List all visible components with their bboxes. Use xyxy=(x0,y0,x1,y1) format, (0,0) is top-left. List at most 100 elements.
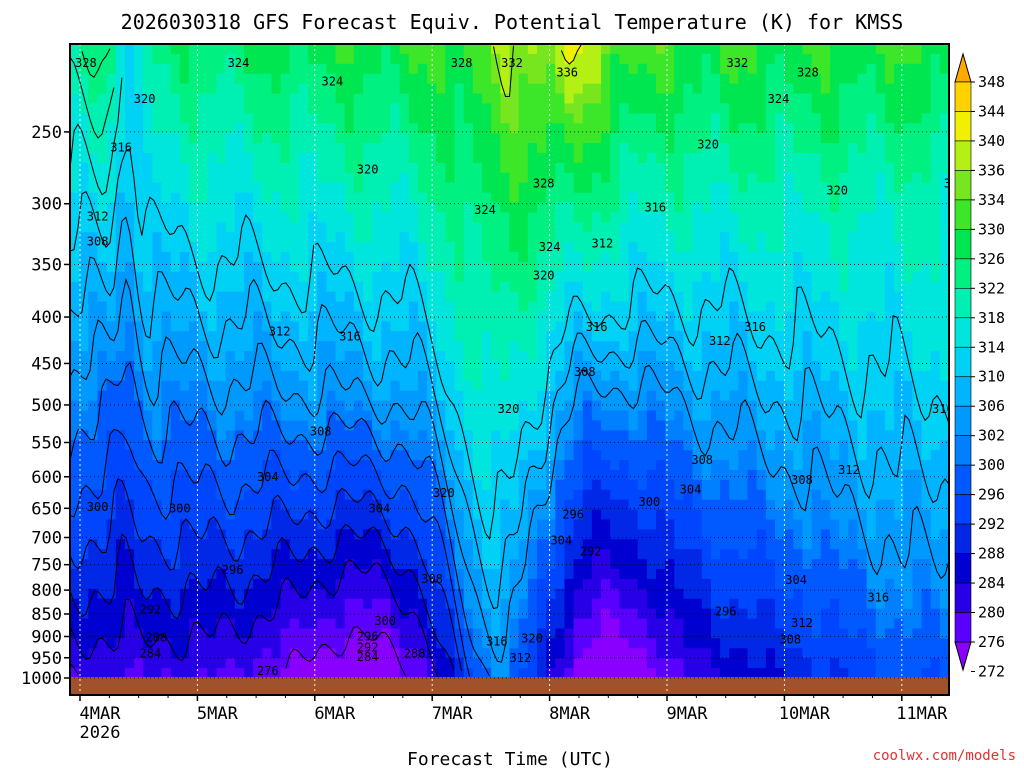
field-cell xyxy=(738,529,749,540)
field-cell xyxy=(472,232,483,243)
field-cell xyxy=(198,63,208,75)
field-cell xyxy=(134,44,144,55)
field-cell xyxy=(518,162,529,174)
field-cell xyxy=(216,450,227,461)
field-cell xyxy=(381,380,392,392)
field-cell xyxy=(857,430,868,441)
field-cell xyxy=(573,341,584,352)
field-cell xyxy=(793,212,804,223)
field-cell xyxy=(546,410,556,422)
field-cell xyxy=(308,143,318,154)
field-cell xyxy=(921,242,932,253)
field-cell xyxy=(289,499,300,511)
field-cell xyxy=(88,232,99,243)
field-cell xyxy=(894,212,904,223)
field-cell xyxy=(262,390,273,402)
field-cell xyxy=(234,519,245,531)
field-cell xyxy=(335,489,346,501)
field-cell xyxy=(198,311,208,322)
field-cell xyxy=(399,281,410,293)
field-cell xyxy=(179,182,190,194)
field-cell xyxy=(546,232,556,243)
field-cell xyxy=(546,162,556,174)
field-cell xyxy=(848,311,859,322)
field-cell xyxy=(353,440,364,451)
field-cell xyxy=(161,182,172,194)
field-cell xyxy=(582,549,593,560)
field-cell xyxy=(518,252,529,263)
field-cell xyxy=(866,469,877,481)
field-cell xyxy=(674,53,685,65)
field-cell xyxy=(372,311,382,322)
field-cell xyxy=(573,321,584,332)
field-cell xyxy=(582,529,593,540)
field-cell xyxy=(710,400,721,412)
field-cell xyxy=(710,152,721,164)
field-cell xyxy=(134,460,144,471)
field-cell xyxy=(692,479,703,491)
field-cell xyxy=(894,222,904,233)
field-cell xyxy=(555,311,566,322)
field-cell xyxy=(527,529,538,540)
field-cell xyxy=(170,469,181,481)
field-cell xyxy=(234,479,245,491)
field-cell xyxy=(454,44,465,55)
field-cell xyxy=(289,291,300,303)
field-cell xyxy=(472,351,483,362)
field-cell xyxy=(289,192,300,204)
field-cell xyxy=(97,499,108,511)
field-cell xyxy=(601,341,611,352)
field-cell xyxy=(765,420,776,431)
field-cell xyxy=(775,113,785,124)
field-cell xyxy=(353,469,364,481)
field-cell xyxy=(866,380,877,392)
field-cell xyxy=(564,351,575,362)
field-cell xyxy=(665,53,675,65)
field-cell xyxy=(637,232,648,243)
field-cell xyxy=(738,202,749,214)
field-cell xyxy=(546,281,556,293)
field-cell xyxy=(88,420,99,431)
field-cell xyxy=(280,53,291,65)
field-cell xyxy=(802,380,813,392)
field-cell xyxy=(665,44,675,55)
field-cell xyxy=(262,143,273,154)
field-cell xyxy=(381,192,392,204)
field-cell xyxy=(784,489,794,501)
field-cell xyxy=(271,311,282,322)
field-cell xyxy=(472,152,483,164)
field-cell xyxy=(399,271,410,283)
field-cell xyxy=(628,420,639,431)
field-cell xyxy=(161,162,172,174)
field-cell xyxy=(491,232,501,243)
field-cell xyxy=(152,430,163,441)
field-cell xyxy=(839,103,849,114)
field-cell xyxy=(811,123,822,134)
field-cell xyxy=(280,450,291,461)
field-cell xyxy=(848,430,859,441)
field-cell xyxy=(591,370,602,382)
field-cell xyxy=(70,212,80,223)
field-cell xyxy=(701,539,712,550)
field-cell xyxy=(591,469,602,481)
field-cell xyxy=(79,559,89,570)
field-cell xyxy=(179,152,190,164)
field-cell xyxy=(884,370,895,382)
field-cell xyxy=(939,529,949,540)
field-cell xyxy=(363,509,373,521)
field-cell xyxy=(189,172,199,184)
field-cell xyxy=(97,539,108,550)
field-cell xyxy=(628,242,639,253)
field-cell xyxy=(88,73,99,85)
field-cell xyxy=(280,539,291,550)
field-cell xyxy=(363,113,373,124)
field-cell xyxy=(564,341,575,352)
field-cell xyxy=(262,232,273,243)
field-cell xyxy=(646,242,657,253)
field-cell xyxy=(70,73,80,85)
field-cell xyxy=(170,499,181,511)
field-cell xyxy=(308,469,318,481)
field-cell xyxy=(353,83,364,95)
field-cell xyxy=(344,182,355,194)
field-cell xyxy=(601,44,611,55)
